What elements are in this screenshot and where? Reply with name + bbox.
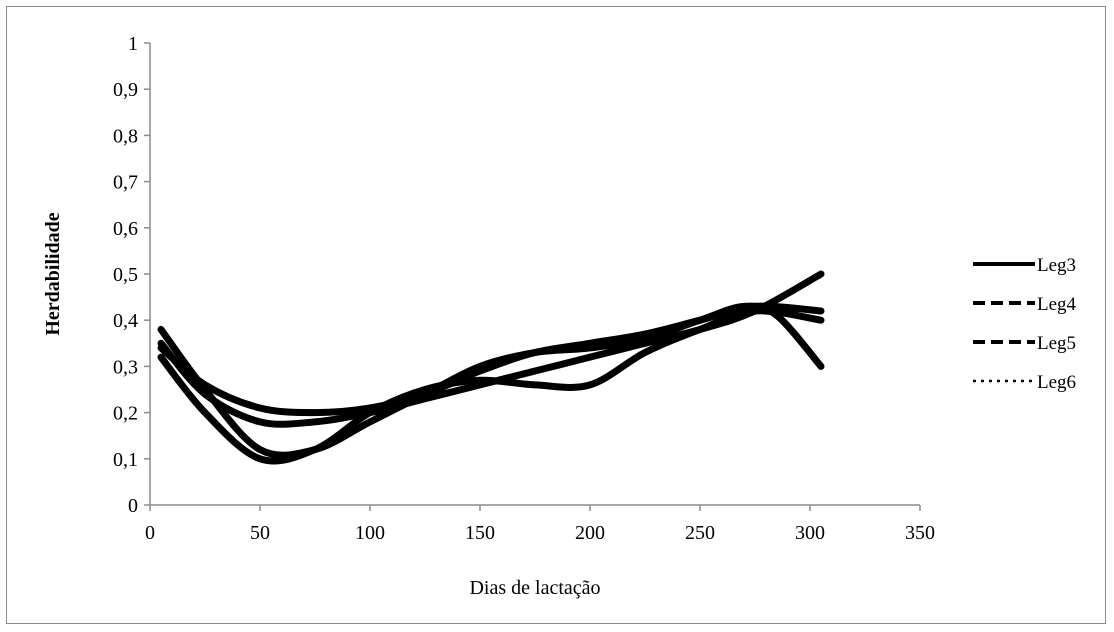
x-tick-label: 50 xyxy=(250,522,270,544)
y-tick-label: 0,2 xyxy=(113,403,138,425)
y-tick-label: 0,7 xyxy=(113,172,138,194)
y-tick-label: 0,5 xyxy=(113,264,138,286)
y-axis-label: Herdabilidade xyxy=(42,212,64,335)
y-tick-label: 0,3 xyxy=(113,356,138,378)
legend-label-leg4: Leg4 xyxy=(1037,294,1077,315)
y-tick-label: 0,6 xyxy=(113,218,138,240)
y-tick-label: 1 xyxy=(128,33,138,55)
series-line-leg5 xyxy=(157,307,825,465)
legend: Leg3 Leg4 Leg5 Leg6 xyxy=(973,255,1077,393)
x-tick-label: 150 xyxy=(465,522,495,544)
x-tick-label: 100 xyxy=(355,522,385,544)
legend-label-leg6: Leg6 xyxy=(1037,372,1076,393)
series-line-leg4 xyxy=(157,302,825,459)
x-tick-label: 250 xyxy=(685,522,715,544)
x-tick-label: 0 xyxy=(145,522,155,544)
x-axis-label: Dias de lactação xyxy=(469,577,600,599)
tick-marks: 0 0,1 0,2 0,3 0,4 0,5 0,6 0,7 0,8 0,9 1 0 50 100 150 20… xyxy=(113,33,935,544)
y-tick-label: 0,9 xyxy=(113,79,138,101)
series-layer xyxy=(157,270,825,465)
y-tick-label: 0,8 xyxy=(113,125,138,147)
legend-label-leg3: Leg3 xyxy=(1037,255,1076,276)
y-tick-label: 0,1 xyxy=(113,449,138,471)
y-tick-label: 0 xyxy=(128,495,138,517)
series-line-leg6 xyxy=(157,270,825,428)
chart-frame: 0 0,1 0,2 0,3 0,4 0,5 0,6 0,7 0,8 0,9 1 0 50 100 150 20… xyxy=(6,6,1106,624)
x-tick-label: 350 xyxy=(905,522,935,544)
x-tick-label: 300 xyxy=(795,522,825,544)
x-tick-label: 200 xyxy=(575,522,605,544)
axes xyxy=(149,43,920,506)
y-tick-label: 0,4 xyxy=(113,310,138,332)
legend-label-leg5: Leg5 xyxy=(1037,333,1076,354)
line-chart: 0 0,1 0,2 0,3 0,4 0,5 0,6 0,7 0,8 0,9 1 0 50 100 150 20… xyxy=(42,33,1077,599)
